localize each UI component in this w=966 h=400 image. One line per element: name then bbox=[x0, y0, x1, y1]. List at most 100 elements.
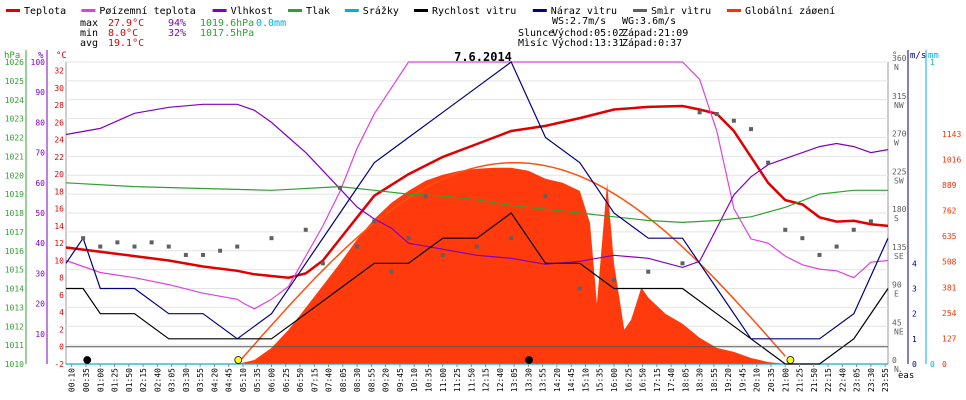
axes: 1010101110121013101410151016101710181019… bbox=[5, 50, 961, 392]
stat-avg-temp: 19.1°C bbox=[108, 38, 144, 49]
temperature-tick-label: 8 bbox=[59, 274, 64, 283]
x-tick-label: 12:15 bbox=[482, 368, 491, 392]
stats-block: max 27.9°C 94% 1019.6hPa 0.0mm min 8.0°C… bbox=[80, 16, 688, 49]
wind-dir-point bbox=[423, 194, 428, 199]
series-teplota bbox=[65, 104, 889, 279]
radiation-tick-label: 0 bbox=[942, 360, 947, 369]
stat-moon-rise: Východ:13:31 bbox=[552, 37, 624, 49]
x-tick-label: 06:25 bbox=[282, 368, 291, 392]
wind-dir-tick-label: 225 bbox=[892, 167, 907, 176]
radiation-tick-label: 889 bbox=[942, 181, 957, 190]
series-vlhkost bbox=[65, 103, 889, 269]
x-tick-label: 03:30 bbox=[182, 368, 191, 392]
x-tick-label: 22:15 bbox=[824, 368, 833, 392]
x-tick-label: 16:25 bbox=[624, 368, 633, 392]
temperature-tick-label: 14 bbox=[54, 222, 64, 231]
legend-swatch bbox=[727, 9, 741, 12]
x-tick-label: 09:20 bbox=[382, 368, 391, 392]
wind-speed-tick-label: 3 bbox=[912, 285, 917, 294]
temperature-tick-label: 16 bbox=[54, 205, 64, 214]
humidity-tick-label: 10 bbox=[35, 330, 45, 339]
pressure-tick-label: 1014 bbox=[5, 285, 24, 294]
pressure-tick-label: 1023 bbox=[5, 115, 24, 124]
wind-dir-tick-label: 360 bbox=[892, 54, 907, 63]
x-tick-label: 17:40 bbox=[667, 368, 676, 392]
radiation-tick-label: 254 bbox=[942, 309, 957, 318]
x-tick-label: 11:50 bbox=[467, 368, 476, 392]
x-tick-label: 18:55 bbox=[710, 368, 719, 392]
unit-cas: èas bbox=[898, 370, 914, 381]
radiation-tick-label: 381 bbox=[942, 283, 957, 292]
unit-ms: m/s bbox=[910, 51, 926, 61]
wind-dir-point bbox=[149, 240, 154, 245]
wind-speed-tick-label: 2 bbox=[912, 310, 917, 319]
pressure-tick-label: 1020 bbox=[5, 171, 24, 180]
wind-dir-point bbox=[81, 236, 86, 241]
temperature-tick-label: 10 bbox=[54, 256, 64, 265]
wind-dir-point bbox=[98, 244, 103, 249]
x-tick-label: 08:05 bbox=[339, 368, 348, 392]
temperature-tick-label: 2 bbox=[59, 325, 64, 334]
legend-swatch bbox=[414, 9, 428, 12]
stat-ws: WS:2.7m/s bbox=[552, 16, 606, 27]
x-tick-label: 04:45 bbox=[225, 368, 234, 392]
x-tick-label: 14:45 bbox=[567, 368, 576, 392]
wind-dir-point bbox=[132, 244, 137, 249]
wind-dir-point bbox=[440, 252, 445, 257]
x-tick-label: 07:15 bbox=[310, 368, 319, 392]
x-tick-label: 00:10 bbox=[68, 368, 77, 392]
wind-dir-tick-label: 315 bbox=[892, 92, 907, 101]
stat-wg: WG:3.6m/s bbox=[622, 16, 676, 27]
humidity-tick-label: 100 bbox=[31, 58, 46, 67]
x-tick-label: 20:35 bbox=[767, 368, 776, 392]
temperature-tick-label: 0 bbox=[59, 343, 64, 352]
temperature-tick-label: 12 bbox=[54, 239, 64, 248]
pressure-tick-label: 1024 bbox=[5, 96, 24, 105]
x-tick-label: 08:55 bbox=[367, 368, 376, 392]
wind-dir-point bbox=[355, 244, 360, 249]
wind-dir-point bbox=[372, 219, 377, 224]
x-tick-label: 01:50 bbox=[125, 368, 134, 392]
x-tick-label: 13:30 bbox=[524, 368, 533, 392]
wind-dir-compass-label: NE bbox=[894, 327, 904, 336]
x-tick-label: 18:30 bbox=[696, 368, 705, 392]
wind-dir-point bbox=[320, 261, 325, 266]
wind-dir-point bbox=[509, 236, 514, 241]
stat-avg-label: avg bbox=[80, 38, 98, 49]
marker-sunset bbox=[786, 356, 795, 364]
wind-dir-point bbox=[303, 227, 308, 232]
pressure-tick-label: 1019 bbox=[5, 190, 24, 199]
humidity-tick-label: 50 bbox=[35, 209, 45, 218]
stat-min-label: min bbox=[80, 28, 98, 39]
marker-sunrise bbox=[234, 356, 243, 364]
stat-max-label: max bbox=[80, 18, 98, 29]
pressure-tick-label: 1025 bbox=[5, 77, 24, 86]
temperature-tick-label: -2 bbox=[54, 360, 64, 369]
stat-max-press: 1019.6hPa bbox=[200, 18, 254, 29]
pressure-tick-label: 1012 bbox=[5, 322, 24, 331]
wind-speed-tick-label: 4 bbox=[912, 259, 917, 268]
temperature-tick-label: 20 bbox=[54, 170, 64, 179]
radiation-tick-label: 762 bbox=[942, 207, 957, 216]
wind-dir-compass-label: N bbox=[894, 63, 899, 72]
legend-swatch bbox=[633, 9, 647, 12]
chart-title: 7.6.2014 bbox=[454, 50, 512, 64]
legend-label: Pøízemní teplota bbox=[99, 5, 195, 17]
unit-deg: ° bbox=[892, 51, 897, 61]
pressure-tick-label: 1018 bbox=[5, 209, 24, 218]
series-globální-záøení-area bbox=[237, 167, 786, 364]
series-lines bbox=[65, 61, 889, 365]
x-tick-label: 16:00 bbox=[610, 368, 619, 392]
wind-dir-point bbox=[680, 261, 685, 266]
x-tick-label: 07:40 bbox=[325, 368, 334, 392]
wind-dir-point bbox=[475, 244, 479, 249]
x-tick-label: 11:00 bbox=[439, 368, 448, 392]
wind-dir-point bbox=[166, 244, 171, 249]
wind-dir-point bbox=[783, 227, 788, 232]
x-tick-label: 03:55 bbox=[196, 368, 205, 392]
x-tick-label: 21:00 bbox=[781, 368, 790, 392]
wind-dir-tick-label: 90 bbox=[892, 281, 902, 290]
x-tick-label: 13:55 bbox=[539, 368, 548, 392]
radiation-tick-label: 508 bbox=[942, 258, 957, 267]
x-tick-label: 03:05 bbox=[168, 368, 177, 392]
